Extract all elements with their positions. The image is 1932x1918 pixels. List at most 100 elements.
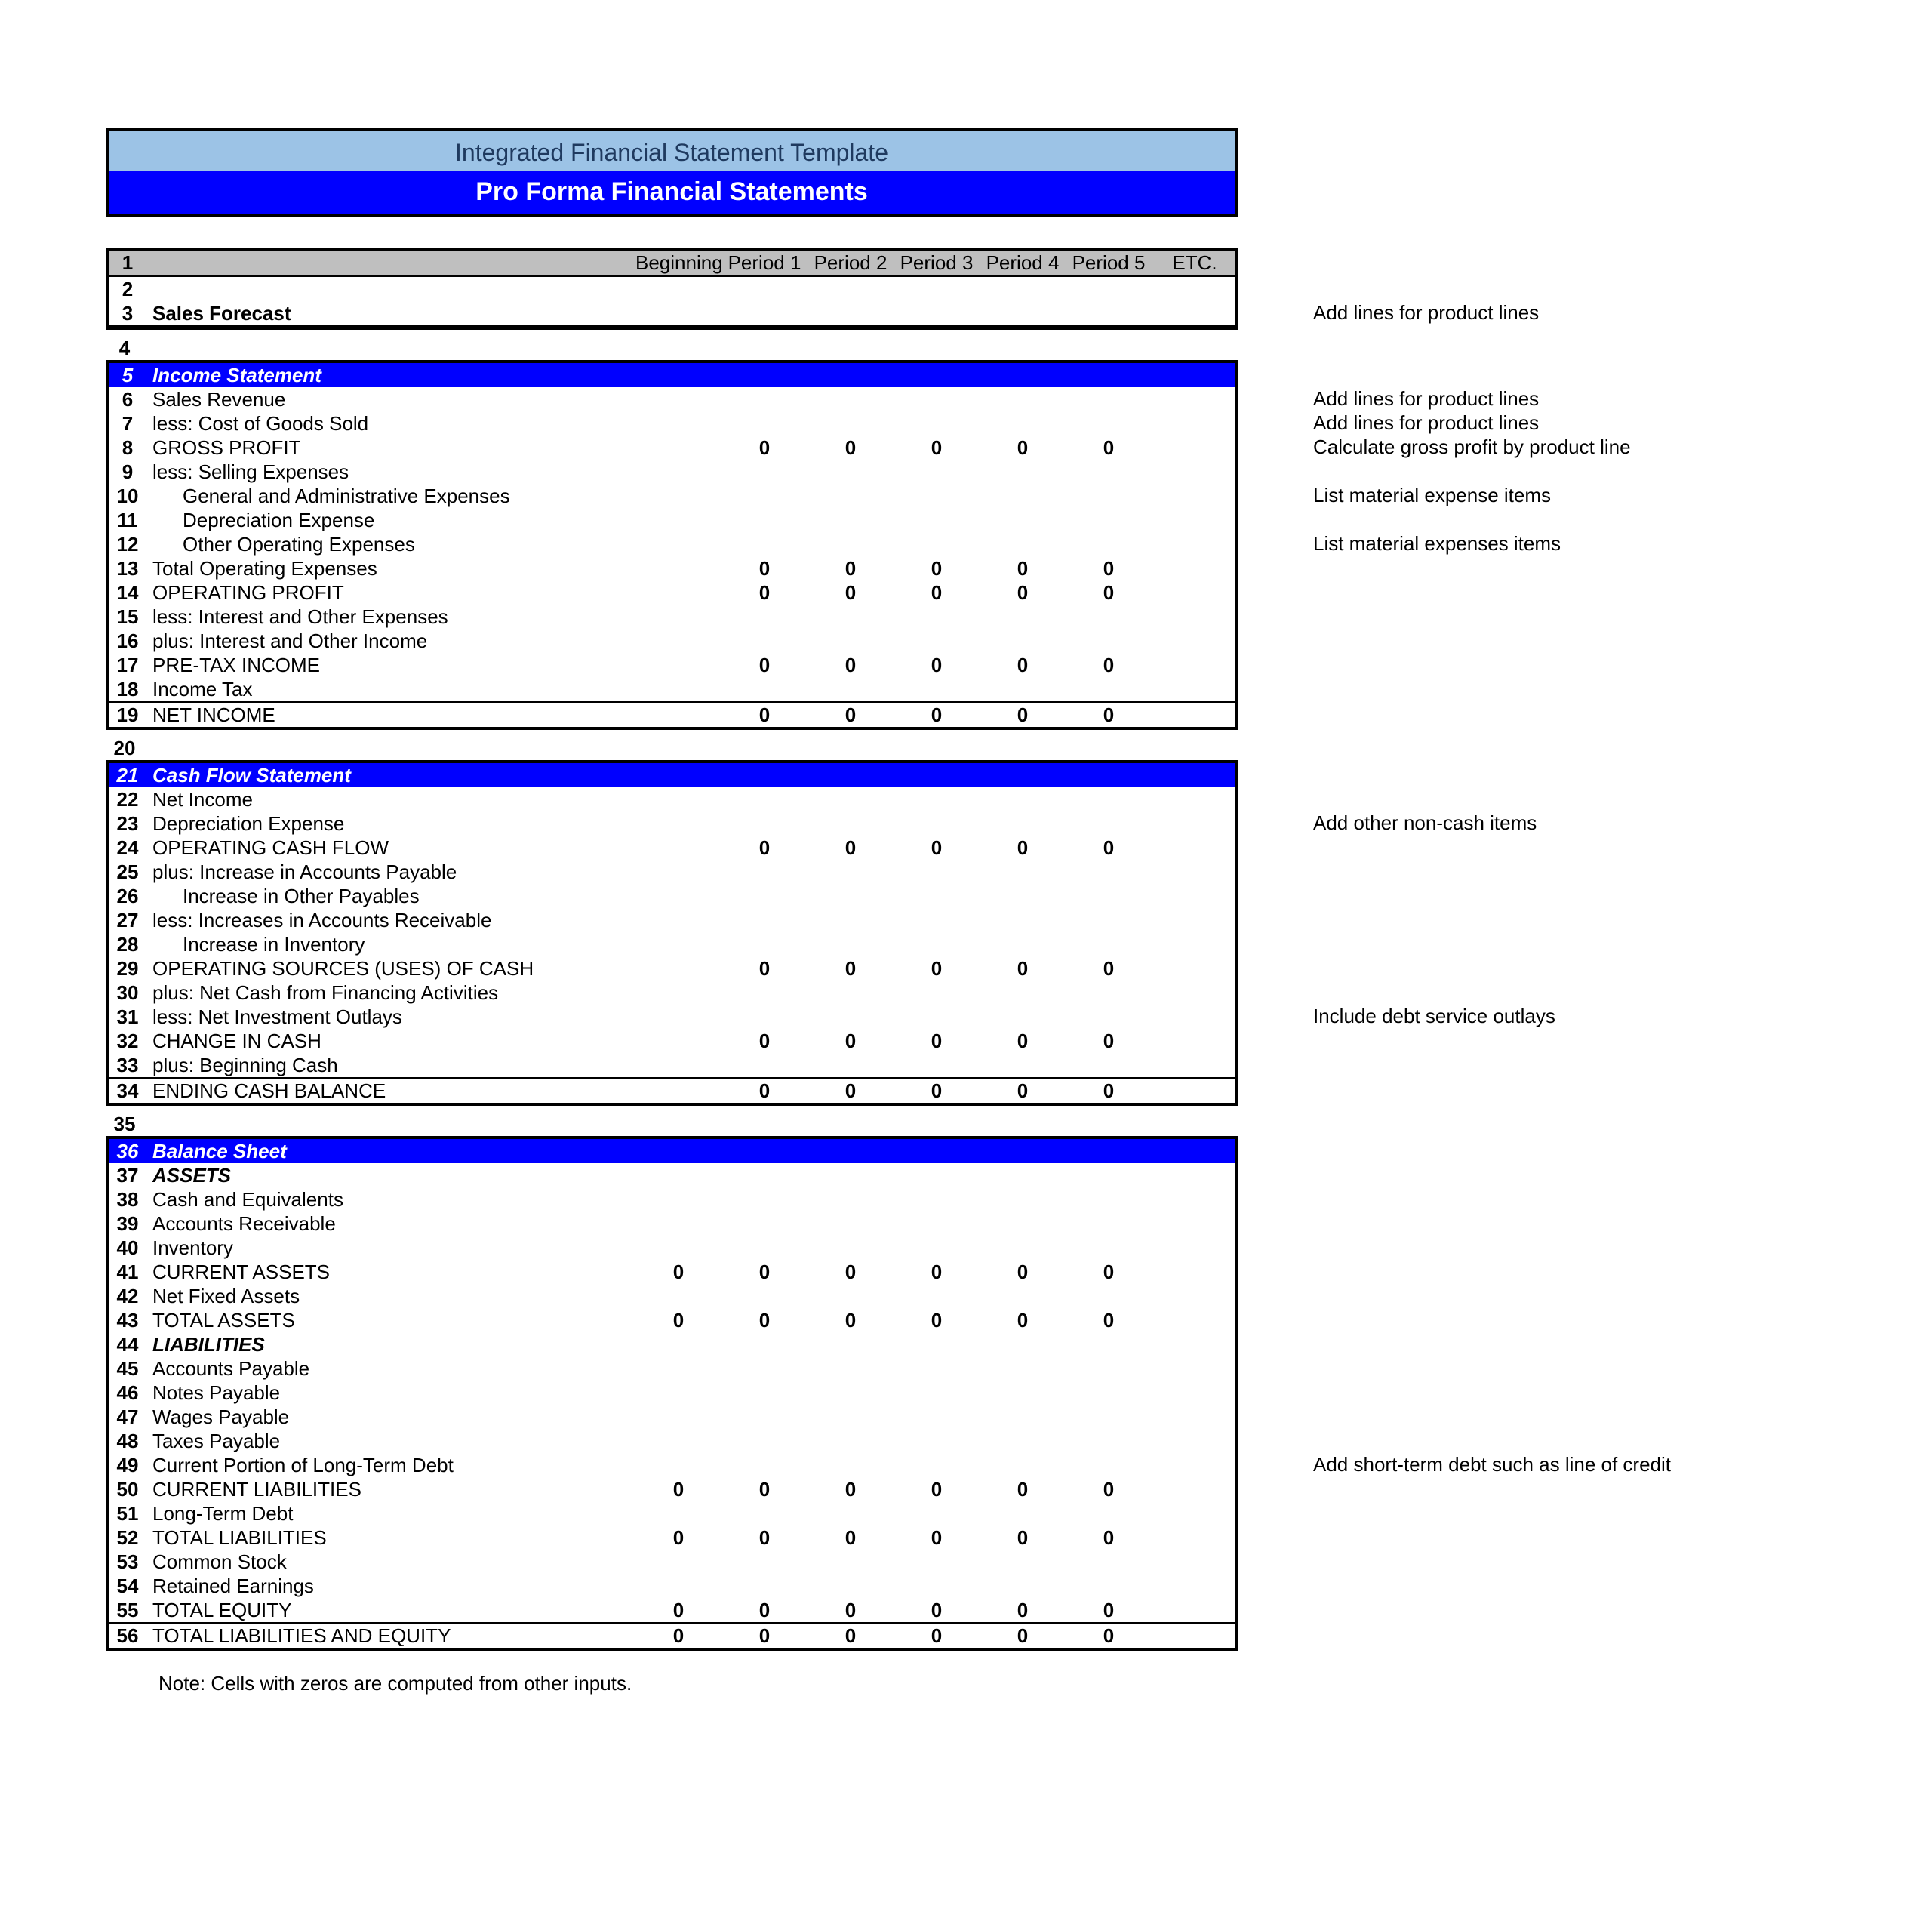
value-cell (808, 1236, 894, 1260)
row-number: 35 (106, 1112, 143, 1136)
etc-cell (1152, 836, 1238, 860)
value-cell (924, 932, 1010, 956)
line-label: ASSETS (146, 1163, 635, 1187)
line-label: plus: Beginning Cash (146, 1053, 635, 1077)
value-cell: 0 (721, 1477, 808, 1501)
column-header: Period 5 (1066, 251, 1152, 275)
etc-cell (1152, 956, 1238, 981)
row-number: 7 (109, 411, 146, 436)
value-cell (980, 1187, 1066, 1211)
value-cell (721, 1163, 808, 1187)
table-row: 5Income Statement (109, 363, 1235, 387)
table-row: 50CURRENT LIABILITIES000000 (109, 1477, 1235, 1501)
value-cell (721, 411, 808, 436)
row-number: 54 (109, 1574, 146, 1598)
value-cell (980, 1332, 1066, 1356)
table-row: 6Sales Revenue (109, 387, 1235, 411)
column-header: Period 3 (894, 251, 980, 275)
section-header-label: Balance Sheet (146, 1139, 635, 1163)
spacer-row: 4 (106, 336, 1238, 360)
value-cell (635, 1211, 721, 1236)
value-cell: 0 (721, 556, 808, 580)
value-cell (635, 301, 721, 325)
row-number: 52 (109, 1525, 146, 1550)
row-number: 27 (109, 908, 146, 932)
table-row: 22Net Income (109, 787, 1235, 811)
value-cell (808, 1429, 894, 1453)
row-number: 36 (109, 1139, 146, 1163)
header-spacer (146, 251, 635, 275)
value-cell (752, 932, 838, 956)
value-cell: 0 (808, 556, 894, 580)
row-number: 20 (106, 736, 143, 760)
value-cell (894, 677, 980, 701)
line-label: Income Tax (146, 677, 635, 701)
etc-cell (1152, 1429, 1238, 1453)
value-cell (1066, 1429, 1152, 1453)
value-cell (808, 981, 894, 1005)
value-cell (980, 460, 1066, 484)
value-cell: 0 (1066, 1029, 1152, 1053)
table-row: 31less: Net Investment Outlays (109, 1005, 1235, 1029)
table-row: 27less: Increases in Accounts Receivable (109, 908, 1235, 932)
line-label: TOTAL EQUITY (146, 1598, 635, 1622)
value-cell: 0 (894, 1525, 980, 1550)
value-cell: 0 (635, 1624, 721, 1648)
value-cell: 0 (635, 1525, 721, 1550)
value-cell (1010, 884, 1096, 908)
value-cell (1066, 1574, 1152, 1598)
value-cell (980, 860, 1066, 884)
line-label: Net Fixed Assets (146, 1284, 635, 1308)
value-cell (808, 1381, 894, 1405)
value-cell (808, 1550, 894, 1574)
row-number: 11 (109, 508, 146, 532)
value-cell (721, 605, 808, 629)
value-cell: 0 (980, 1029, 1066, 1053)
value-cell (666, 532, 752, 556)
etc-cell (1152, 411, 1238, 436)
line-label: Wages Payable (146, 1405, 635, 1429)
row-number: 55 (109, 1598, 146, 1622)
title-line-1: Integrated Financial Statement Template (109, 131, 1235, 171)
row-number: 5 (109, 363, 146, 387)
value-cell (808, 1163, 894, 1187)
value-cell (1066, 1550, 1152, 1574)
row-number: 45 (109, 1356, 146, 1381)
row-number: 9 (109, 460, 146, 484)
value-cell (980, 1429, 1066, 1453)
value-cell (666, 884, 752, 908)
value-cell: 0 (1066, 1477, 1152, 1501)
row-number: 12 (109, 532, 146, 556)
row-number: 1 (109, 251, 146, 275)
value-cell: 0 (894, 836, 980, 860)
value-cell (808, 1501, 894, 1525)
value-cell (808, 1453, 894, 1477)
value-cell (721, 1429, 808, 1453)
value-cell (635, 908, 721, 932)
etc-cell (1152, 1381, 1238, 1405)
value-cell (635, 605, 721, 629)
row-number: 47 (109, 1405, 146, 1429)
value-cell (635, 1284, 721, 1308)
value-cell: 0 (894, 1477, 980, 1501)
value-cell (666, 508, 752, 532)
table-row: 55TOTAL EQUITY000000 (109, 1598, 1235, 1622)
value-cell (752, 484, 838, 508)
table-row: 38Cash and Equivalents (109, 1187, 1235, 1211)
table-row: 51Long-Term Debt (109, 1501, 1235, 1525)
table-row: 40Inventory (109, 1236, 1235, 1260)
value-cell (980, 1236, 1066, 1260)
table-row: 28Increase in Inventory (109, 932, 1235, 956)
value-cell (1066, 1005, 1152, 1029)
column-header: Period 2 (808, 251, 894, 275)
value-cell: 0 (721, 1029, 808, 1053)
line-label: TOTAL ASSETS (146, 1308, 635, 1332)
etc-cell (1152, 1332, 1238, 1356)
value-cell (721, 1501, 808, 1525)
value-cell: 0 (980, 1477, 1066, 1501)
value-cell: 0 (894, 580, 980, 605)
value-cell (924, 484, 1010, 508)
value-cell (894, 1211, 980, 1236)
value-cell (635, 787, 721, 811)
side-note: List material expenses items (1313, 532, 1561, 556)
